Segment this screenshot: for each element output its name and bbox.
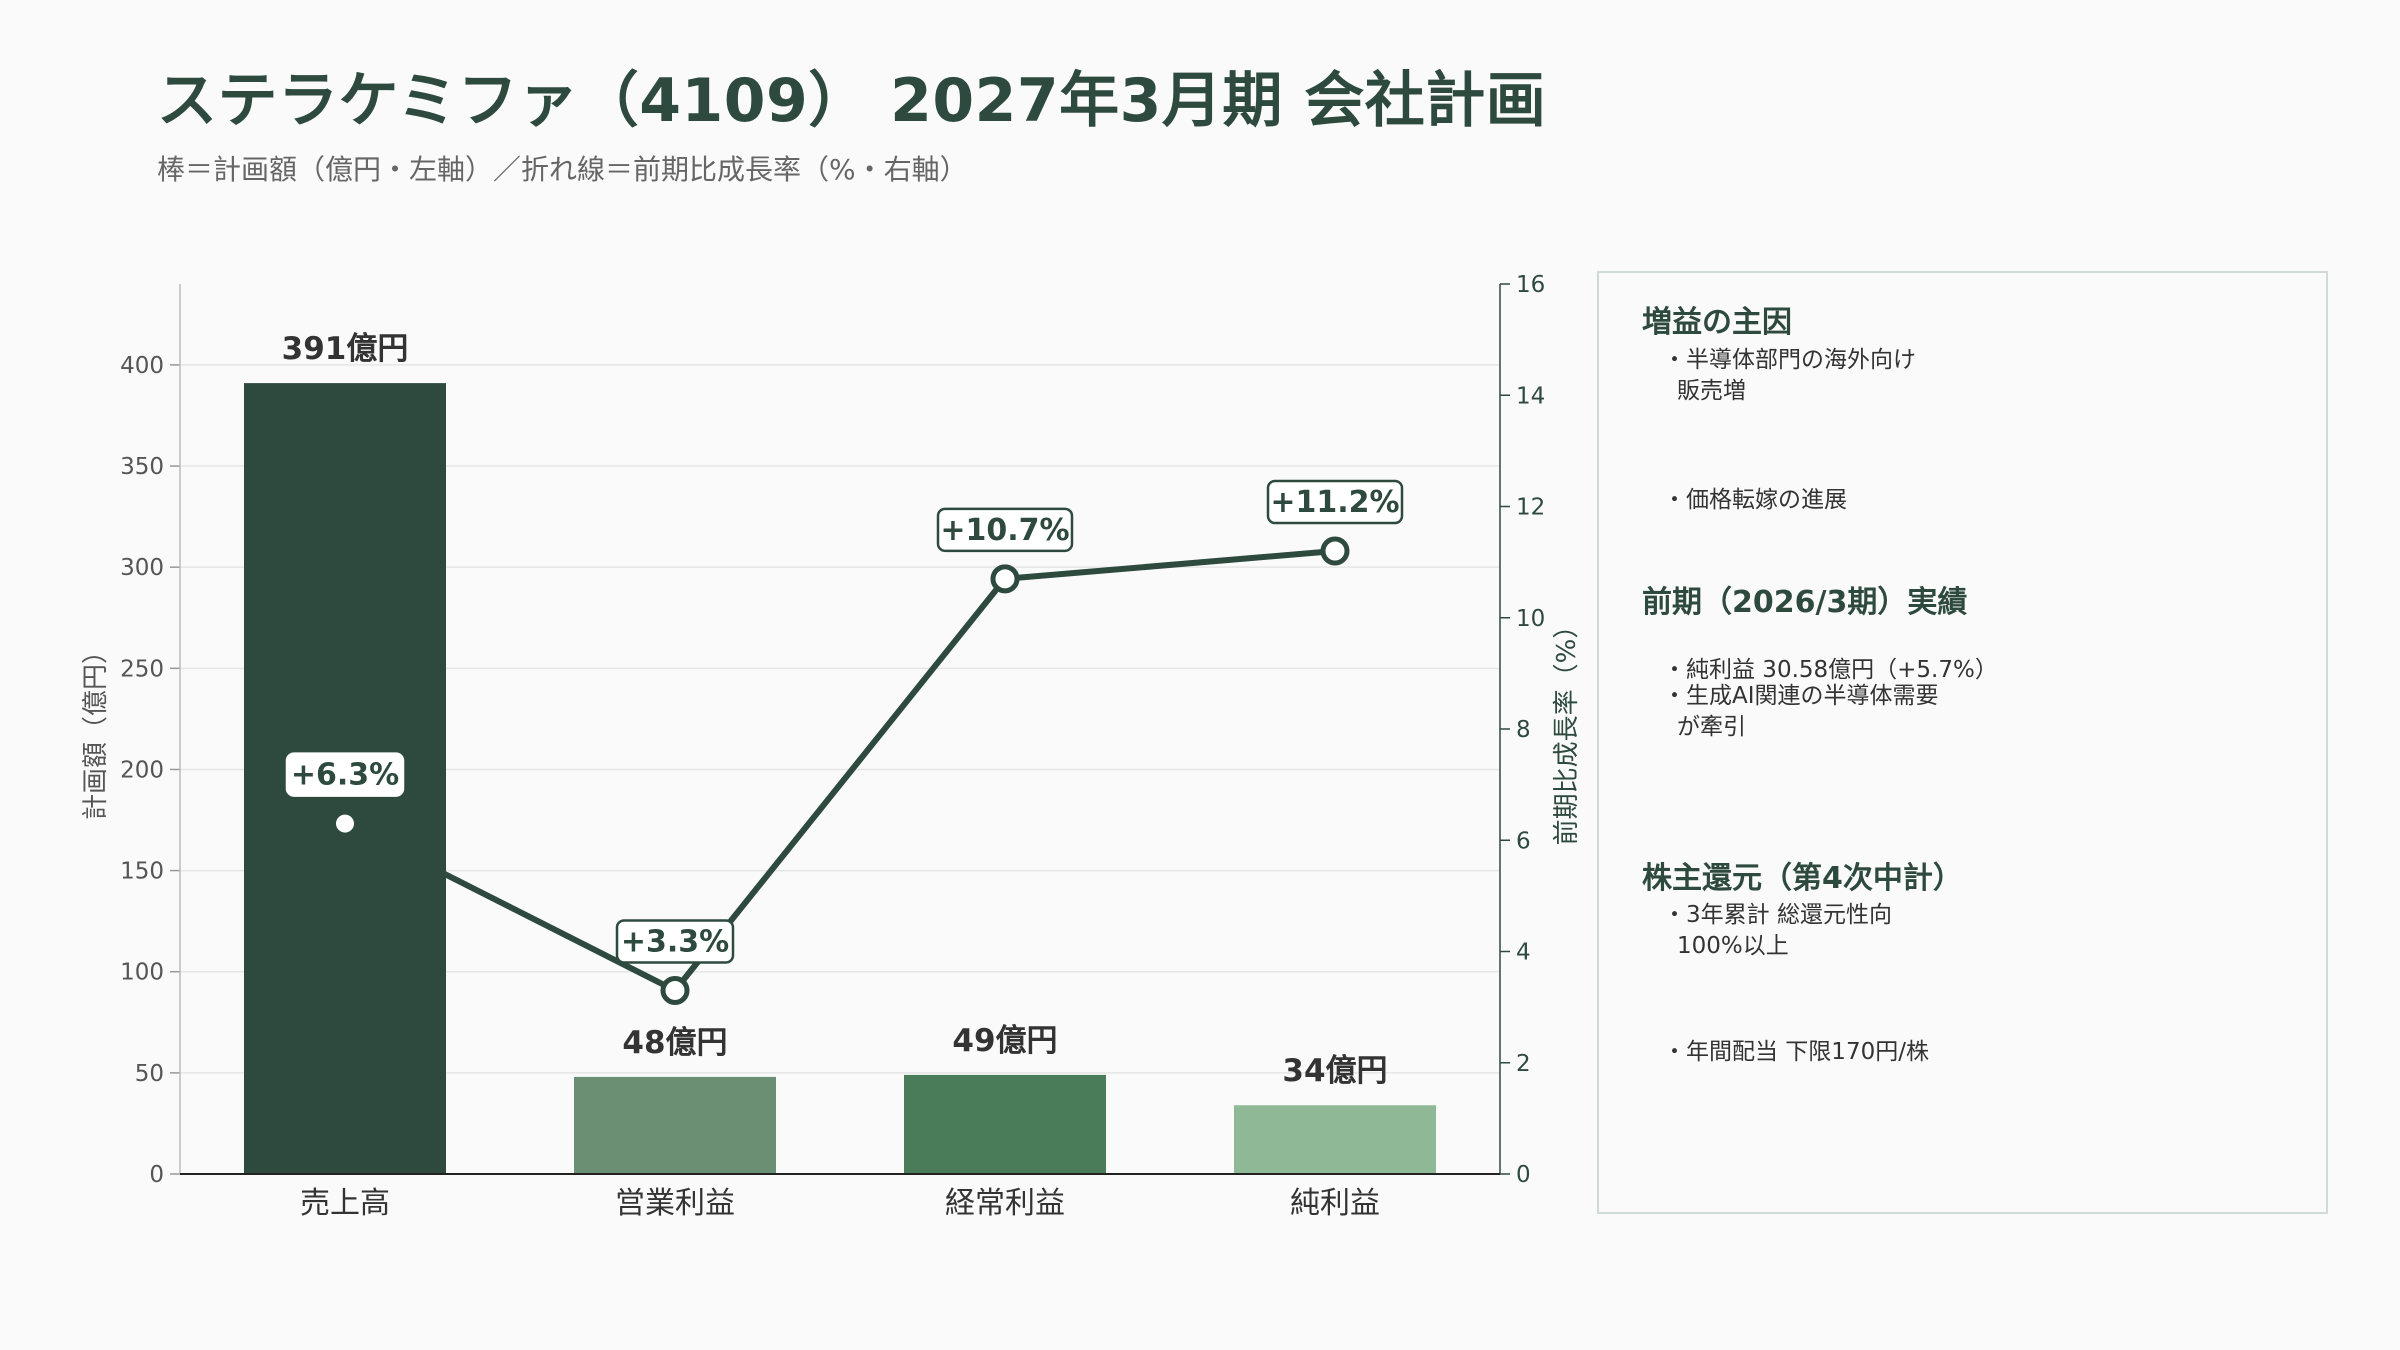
bar-value-label: 34億円 <box>1282 1053 1387 1089</box>
left-tick-label: 0 <box>149 1162 164 1188</box>
left-tick-label: 300 <box>120 555 164 581</box>
x-tick-label: 経常利益 <box>945 1186 1065 1221</box>
left-tick-label: 50 <box>135 1061 164 1087</box>
side-item-line: が牽引 <box>1677 714 1746 740</box>
left-tick-label: 350 <box>120 454 164 480</box>
x-tick-label: 営業利益 <box>615 1186 735 1221</box>
growth-marker <box>1320 536 1350 566</box>
side-item: ・純利益 30.58億円（+5.7%） <box>1663 655 1998 686</box>
left-tick-label: 250 <box>120 656 164 682</box>
right-tick-label: 4 <box>1516 940 1531 966</box>
side-item: ・生成AI関連の半導体需要が牽引 <box>1663 681 1939 743</box>
growth-label: +10.7% <box>940 513 1069 548</box>
side-item: ・価格転嫁の進展 <box>1663 485 1847 516</box>
left-tick-label: 200 <box>120 757 164 783</box>
bar-2 <box>574 1076 776 1174</box>
growth-label: +11.2% <box>1270 485 1399 520</box>
chart: 0 50 100 150 200 250 300 350 400 0 2 4 6 8 10 12 14 16 計画額… <box>81 272 1582 1221</box>
growth-marker <box>336 814 354 833</box>
right-axis-title: 前期比成長率（%） <box>1552 613 1582 846</box>
page-title: ステラケミファ（4109） 2027年3月期 会社計画 <box>157 66 1547 136</box>
side-item-line: ・生成AI関連の半導体需要 <box>1663 683 1939 709</box>
side-item-line: ・年間配当 下限170円/株 <box>1663 1039 1929 1065</box>
growth-label-box <box>1266 479 1404 525</box>
right-tick-label: 16 <box>1516 272 1545 298</box>
page-subtitle: 棒＝計画額（億円・左軸）／折れ線＝前期比成長率（%・右軸） <box>157 153 968 186</box>
side-heading: 株主還元（第4次中計） <box>1642 861 1963 896</box>
right-tick-label: 12 <box>1516 495 1545 521</box>
growth-line <box>343 548 1336 994</box>
left-axis-title: 計画額（億円） <box>81 638 111 820</box>
side-heading: 増益の主因 <box>1642 305 1792 340</box>
right-tick-label: 6 <box>1516 828 1531 854</box>
side-heading: 前期（2026/3期）実績 <box>1642 585 1968 620</box>
growth-label: +6.3% <box>291 758 399 793</box>
side-item-line: ・純利益 30.58億円（+5.7%） <box>1663 657 1998 683</box>
side-item: ・半導体部門の海外向け販売増 <box>1663 345 1916 407</box>
side-item: ・年間配当 下限170円/株 <box>1663 1037 1929 1068</box>
x-tick-label: 純利益 <box>1290 1186 1380 1221</box>
growth-marker <box>990 564 1020 594</box>
bar-4 <box>1234 1105 1436 1174</box>
bar-value-label: 48億円 <box>622 1025 727 1061</box>
x-tick-label: 売上高 <box>300 1186 390 1221</box>
growth-label-box <box>285 752 405 797</box>
right-tick-label: 0 <box>1516 1162 1531 1188</box>
side-item-line: 100%以上 <box>1677 933 1789 959</box>
right-tick-label: 10 <box>1516 606 1545 632</box>
growth-marker <box>660 975 690 1005</box>
bar-value-label: 49億円 <box>952 1023 1057 1059</box>
left-tick-label: 100 <box>120 960 164 986</box>
growth-label: +3.3% <box>621 924 729 959</box>
right-tick-label: 2 <box>1516 1051 1531 1077</box>
side-item-line: 販売増 <box>1677 378 1746 404</box>
bar-3 <box>904 1074 1106 1174</box>
side-item-line: ・3年累計 総還元性向 <box>1663 902 1892 928</box>
right-tick-label: 14 <box>1516 383 1545 409</box>
growth-label-box <box>615 919 735 964</box>
side-item-line: ・半導体部門の海外向け <box>1663 347 1916 373</box>
side-panel: 増益の主因・半導体部門の海外向け販売増・価格転嫁の進展前期（2026/3期）実績… <box>1597 271 2328 1214</box>
right-tick-label: 8 <box>1516 717 1531 743</box>
left-tick-label: 150 <box>120 859 164 885</box>
side-item-line: ・価格転嫁の進展 <box>1663 487 1847 513</box>
growth-label-box <box>936 507 1074 553</box>
left-tick-label: 400 <box>120 353 164 379</box>
bar-value-label: 391億円 <box>282 331 409 367</box>
side-item: ・3年累計 総還元性向 100%以上 <box>1663 900 1892 962</box>
